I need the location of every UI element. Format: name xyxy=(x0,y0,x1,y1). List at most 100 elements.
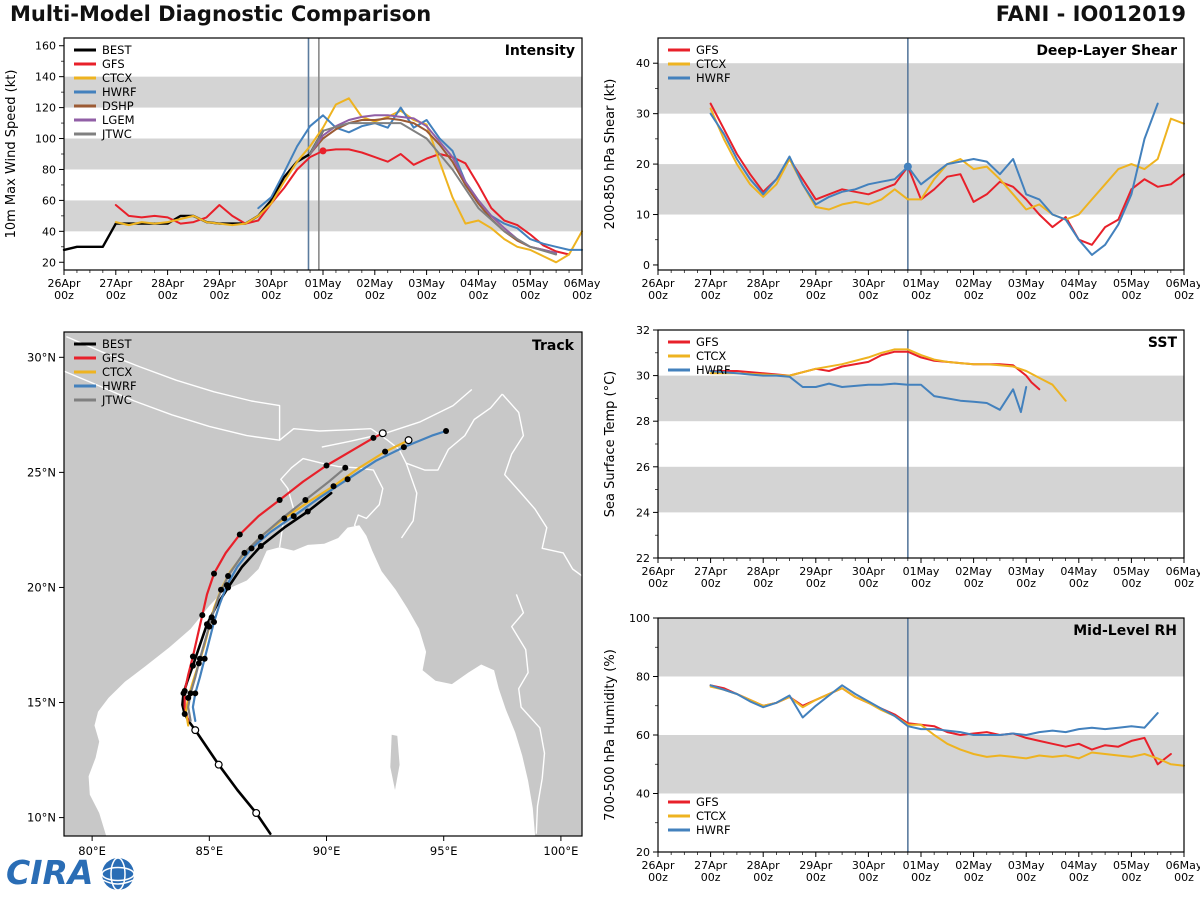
svg-text:100°E: 100°E xyxy=(543,844,578,858)
svg-text:00z: 00z xyxy=(261,289,281,302)
svg-text:02May: 02May xyxy=(955,565,992,578)
svg-text:00z: 00z xyxy=(859,289,879,302)
svg-text:26: 26 xyxy=(636,461,650,474)
svg-text:HWRF: HWRF xyxy=(102,379,137,393)
svg-text:30: 30 xyxy=(636,108,650,121)
cira-logo-text: CIRA xyxy=(6,853,93,892)
svg-text:20°N: 20°N xyxy=(27,580,56,594)
svg-text:00z: 00z xyxy=(1122,577,1142,590)
svg-text:00z: 00z xyxy=(1016,577,1036,590)
svg-text:100: 100 xyxy=(629,612,650,625)
svg-text:Sea Surface Temp (°C): Sea Surface Temp (°C) xyxy=(603,371,618,518)
svg-text:15°N: 15°N xyxy=(27,696,56,710)
svg-text:27Apr: 27Apr xyxy=(694,859,728,872)
deep-layer-shear-chart: 26Apr00z27Apr00z28Apr00z29Apr00z30Apr00z… xyxy=(603,37,1200,302)
svg-text:00z: 00z xyxy=(1174,871,1194,884)
svg-text:GFS: GFS xyxy=(696,795,719,809)
svg-text:00z: 00z xyxy=(911,289,931,302)
svg-text:60: 60 xyxy=(42,194,56,207)
intensity-chart: 26Apr00z27Apr00z28Apr00z29Apr00z30Apr00z… xyxy=(4,37,600,302)
svg-text:00z: 00z xyxy=(572,289,592,302)
svg-text:40: 40 xyxy=(636,57,650,70)
svg-text:700-500 hPa Humidity (%): 700-500 hPa Humidity (%) xyxy=(603,649,618,821)
svg-text:0: 0 xyxy=(643,259,650,272)
svg-text:GFS: GFS xyxy=(102,351,125,365)
svg-text:00z: 00z xyxy=(964,871,984,884)
svg-text:10°N: 10°N xyxy=(27,811,56,825)
svg-text:BEST: BEST xyxy=(102,337,132,351)
svg-text:28: 28 xyxy=(636,415,650,428)
svg-text:29Apr: 29Apr xyxy=(799,565,833,578)
svg-text:00z: 00z xyxy=(158,289,178,302)
svg-text:00z: 00z xyxy=(701,289,721,302)
svg-text:00z: 00z xyxy=(753,289,773,302)
svg-text:26Apr: 26Apr xyxy=(641,277,675,290)
svg-text:27Apr: 27Apr xyxy=(694,565,728,578)
svg-text:29Apr: 29Apr xyxy=(799,277,833,290)
svg-text:04May: 04May xyxy=(1060,277,1097,290)
svg-text:140: 140 xyxy=(35,71,56,84)
svg-text:GFS: GFS xyxy=(102,57,125,71)
sst-chart: 26Apr00z27Apr00z28Apr00z29Apr00z30Apr00z… xyxy=(603,324,1200,590)
svg-text:80: 80 xyxy=(42,163,56,176)
svg-text:01May: 01May xyxy=(903,277,940,290)
svg-text:26Apr: 26Apr xyxy=(641,565,675,578)
svg-text:10: 10 xyxy=(636,209,650,222)
svg-text:20: 20 xyxy=(636,846,650,859)
svg-text:02May: 02May xyxy=(955,277,992,290)
svg-text:25°N: 25°N xyxy=(27,465,56,479)
svg-text:28Apr: 28Apr xyxy=(151,277,185,290)
svg-text:00z: 00z xyxy=(1122,871,1142,884)
svg-text:SST: SST xyxy=(1148,335,1178,351)
svg-text:80°E: 80°E xyxy=(78,844,106,858)
svg-text:CTCX: CTCX xyxy=(696,349,726,363)
svg-text:04May: 04May xyxy=(1060,565,1097,578)
svg-text:HWRF: HWRF xyxy=(102,85,137,99)
svg-text:00z: 00z xyxy=(106,289,126,302)
svg-text:30Apr: 30Apr xyxy=(852,859,886,872)
svg-text:Deep-Layer Shear: Deep-Layer Shear xyxy=(1036,43,1177,59)
svg-text:06May: 06May xyxy=(564,277,600,290)
svg-text:29Apr: 29Apr xyxy=(799,859,833,872)
svg-text:05May: 05May xyxy=(1113,859,1150,872)
svg-text:00z: 00z xyxy=(701,871,721,884)
globe-icon xyxy=(101,857,135,891)
svg-text:00z: 00z xyxy=(313,289,333,302)
svg-text:160: 160 xyxy=(35,40,56,53)
svg-text:28Apr: 28Apr xyxy=(747,859,781,872)
svg-text:03May: 03May xyxy=(1008,859,1045,872)
svg-text:00z: 00z xyxy=(806,289,826,302)
svg-text:00z: 00z xyxy=(964,577,984,590)
mid-level-rh-chart: 26Apr00z27Apr00z28Apr00z29Apr00z30Apr00z… xyxy=(603,612,1200,884)
svg-text:00z: 00z xyxy=(648,577,668,590)
svg-text:26Apr: 26Apr xyxy=(47,277,81,290)
svg-text:00z: 00z xyxy=(964,289,984,302)
svg-text:00z: 00z xyxy=(753,577,773,590)
svg-text:00z: 00z xyxy=(911,577,931,590)
svg-text:03May: 03May xyxy=(1008,565,1045,578)
svg-text:GFS: GFS xyxy=(696,335,719,349)
svg-text:00z: 00z xyxy=(648,871,668,884)
svg-text:CTCX: CTCX xyxy=(696,57,726,71)
svg-text:00z: 00z xyxy=(417,289,437,302)
svg-text:JTWC: JTWC xyxy=(101,393,132,407)
svg-text:00z: 00z xyxy=(806,577,826,590)
svg-text:85°E: 85°E xyxy=(195,844,223,858)
svg-text:06May: 06May xyxy=(1166,277,1200,290)
svg-text:06May: 06May xyxy=(1166,859,1200,872)
svg-text:40: 40 xyxy=(42,225,56,238)
svg-text:Track: Track xyxy=(532,338,575,354)
svg-text:00z: 00z xyxy=(911,871,931,884)
svg-text:27Apr: 27Apr xyxy=(99,277,133,290)
svg-text:HWRF: HWRF xyxy=(696,71,731,85)
svg-text:28Apr: 28Apr xyxy=(747,277,781,290)
svg-text:60: 60 xyxy=(636,729,650,742)
svg-text:03May: 03May xyxy=(408,277,445,290)
svg-text:HWRF: HWRF xyxy=(696,823,731,837)
svg-text:CTCX: CTCX xyxy=(102,71,132,85)
svg-text:02May: 02May xyxy=(356,277,393,290)
svg-text:28Apr: 28Apr xyxy=(747,565,781,578)
svg-text:20: 20 xyxy=(636,158,650,171)
svg-text:80: 80 xyxy=(636,671,650,684)
svg-text:04May: 04May xyxy=(460,277,497,290)
